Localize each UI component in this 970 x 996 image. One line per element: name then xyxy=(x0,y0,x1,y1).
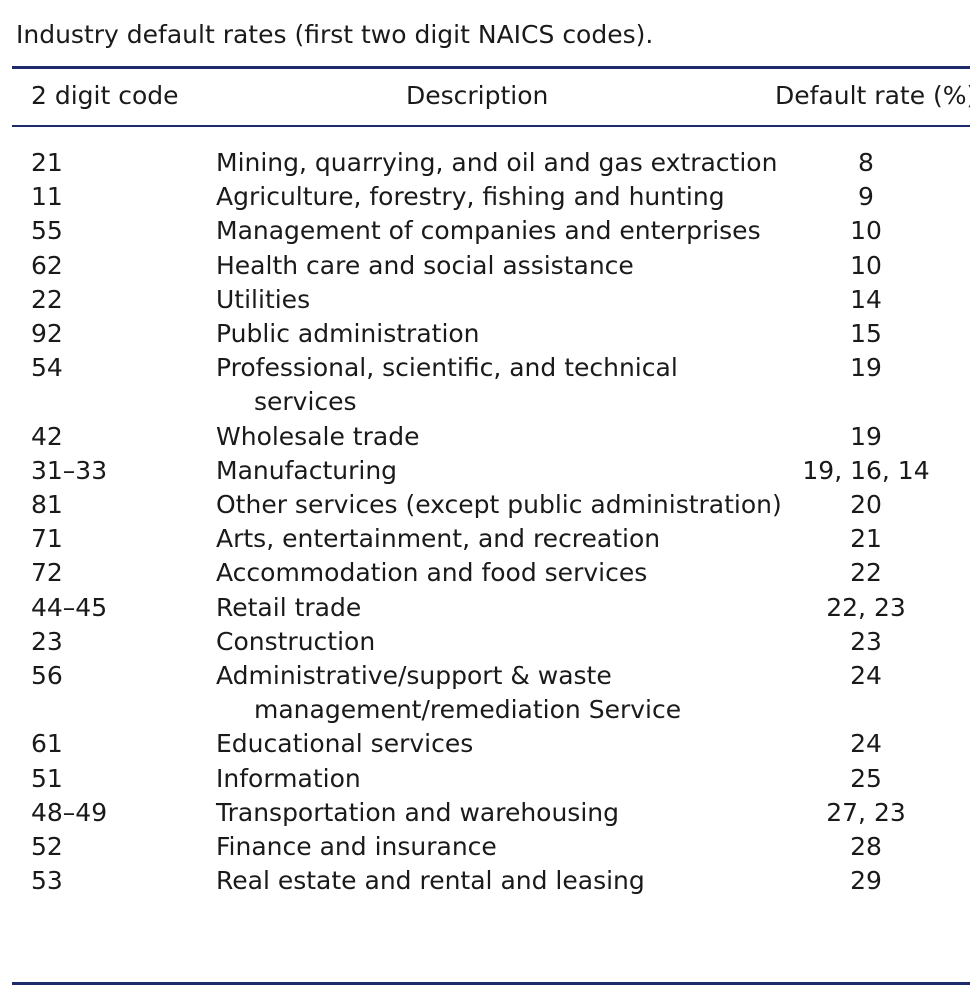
cell-code: 53 xyxy=(31,866,63,896)
cell-rate: 21 xyxy=(850,524,882,554)
cell-description: Real estate and rental and leasing xyxy=(216,866,645,896)
table-row: 51 Information 25 xyxy=(0,762,970,796)
table-row: 54 Professional, scientific, and technica… xyxy=(0,351,970,419)
table-caption: Industry default rates (first two digit … xyxy=(16,20,654,49)
cell-code: 51 xyxy=(31,763,63,793)
table-row: 61 Educational services 24 xyxy=(0,727,970,761)
cell-code: 23 xyxy=(31,626,63,656)
cell-rate: 19 xyxy=(850,421,882,451)
column-header-rate: Default rate (%) xyxy=(775,81,970,110)
cell-code: 56 xyxy=(31,661,63,691)
table-bottom-rule xyxy=(12,982,970,985)
cell-description: Health care and social assistance xyxy=(216,250,634,280)
table-row: 22 Utilities 14 xyxy=(0,283,970,317)
table-row: 23 Construction 23 xyxy=(0,625,970,659)
column-header-code: 2 digit code xyxy=(31,81,179,110)
cell-code: 71 xyxy=(31,524,63,554)
cell-description: Utilities xyxy=(216,284,311,314)
cell-code: 62 xyxy=(31,250,63,280)
cell-rate: 24 xyxy=(850,661,882,691)
table-row: 48–49 Transportation and warehousing 27, 2… xyxy=(0,796,970,830)
cell-code: 21 xyxy=(31,148,63,177)
cell-rate: 23 xyxy=(850,626,882,656)
cell-description: Management of companies and enterprises xyxy=(216,216,761,246)
cell-rate: 10 xyxy=(850,216,882,246)
table-row: 53 Real estate and rental and leasing 29 xyxy=(0,864,970,898)
cell-code: 42 xyxy=(31,421,63,451)
cell-rate: 27, 23 xyxy=(826,797,906,827)
table-row: 21 Mining, quarrying, and oil and gas ext… xyxy=(0,146,970,180)
cell-rate: 19 xyxy=(850,353,882,383)
table-row: 42 Wholesale trade 19 xyxy=(0,420,970,454)
cell-description: Mining, quarrying, and oil and gas extra… xyxy=(216,148,778,177)
table-top-rule xyxy=(12,66,970,69)
cell-description: Other services (except public administra… xyxy=(216,490,782,520)
table-row: 52 Finance and insurance 28 xyxy=(0,830,970,864)
cell-rate: 22, 23 xyxy=(826,592,906,622)
cell-description: Accommodation and food services xyxy=(216,558,648,588)
cell-description: Educational services xyxy=(216,729,474,759)
table-row: 81 Other services (except public administ… xyxy=(0,488,970,522)
table-row: 31–33 Manufacturing 19, 16, 14 xyxy=(0,454,970,488)
cell-rate: 24 xyxy=(850,729,882,759)
cell-rate: 9 xyxy=(858,182,874,212)
cell-description: Professional, scientific, and technical … xyxy=(216,353,678,417)
table-row: 56 Administrative/support & waste managem… xyxy=(0,659,970,727)
table-row: 92 Public administration 15 xyxy=(0,317,970,351)
cell-description: Manufacturing xyxy=(216,455,398,485)
cell-description: Arts, entertainment, and recreation xyxy=(216,524,661,554)
cell-description: Administrative/support & waste managemen… xyxy=(216,661,682,725)
cell-code: 81 xyxy=(31,490,63,520)
column-header-description: Description xyxy=(406,81,549,110)
cell-rate: 14 xyxy=(850,284,882,314)
table-row: 62 Health care and social assistance 10 xyxy=(0,249,970,283)
cell-description: Finance and insurance xyxy=(216,832,497,862)
table-body: 21 Mining, quarrying, and oil and gas ext… xyxy=(0,146,970,898)
table-row: 55 Management of companies and enterprise… xyxy=(0,214,970,248)
cell-rate: 22 xyxy=(850,558,882,588)
cell-description: Transportation and warehousing xyxy=(216,797,619,827)
cell-rate: 19, 16, 14 xyxy=(802,455,930,485)
table-row: 72 Accommodation and food services 22 xyxy=(0,556,970,590)
cell-code: 52 xyxy=(31,832,63,862)
cell-description: Retail trade xyxy=(216,592,362,622)
cell-code: 44–45 xyxy=(31,592,108,622)
table-row: 11 Agriculture, forestry, fishing and hun… xyxy=(0,180,970,214)
cell-code: 72 xyxy=(31,558,63,588)
cell-rate: 8 xyxy=(858,148,874,177)
table-row: 71 Arts, entertainment, and recreation 21 xyxy=(0,522,970,556)
cell-code: 31–33 xyxy=(31,455,108,485)
cell-code: 11 xyxy=(31,182,63,212)
cell-description: Agriculture, forestry, fishing and hunti… xyxy=(216,182,725,212)
cell-description: Construction xyxy=(216,626,376,656)
table-header-rule xyxy=(12,125,970,127)
cell-code: 54 xyxy=(31,353,63,383)
cell-code: 48–49 xyxy=(31,797,108,827)
cell-rate: 15 xyxy=(850,319,882,349)
table-row: 44–45 Retail trade 22, 23 xyxy=(0,591,970,625)
table-header: 2 digit code Description Default rate (%… xyxy=(0,78,970,114)
cell-description: Public administration xyxy=(216,319,480,349)
cell-description: Information xyxy=(216,763,361,793)
cell-rate: 10 xyxy=(850,250,882,280)
cell-code: 22 xyxy=(31,284,63,314)
cell-code: 55 xyxy=(31,216,63,246)
cell-rate: 28 xyxy=(850,832,882,862)
cell-code: 92 xyxy=(31,319,63,349)
cell-rate: 20 xyxy=(850,490,882,520)
cell-code: 61 xyxy=(31,729,63,759)
cell-rate: 29 xyxy=(850,866,882,896)
cell-description: Wholesale trade xyxy=(216,421,420,451)
cell-rate: 25 xyxy=(850,763,882,793)
